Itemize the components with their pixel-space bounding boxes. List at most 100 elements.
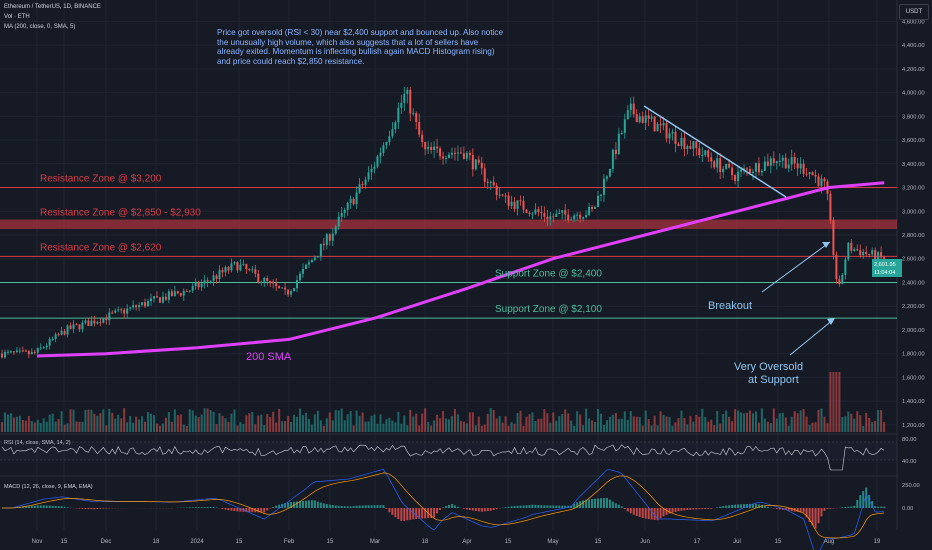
volume-bar-199 — [594, 422, 597, 432]
rsi-label: RSI (14, close, SMA, 14, 2) — [4, 440, 71, 446]
candle-body-114 — [340, 212, 343, 217]
volume-bar-184 — [549, 422, 552, 432]
breakout-arrow — [761, 241, 831, 293]
volume-bar-221 — [659, 411, 662, 432]
zone-label-2: Resistance Zone @ $2,620 — [40, 242, 162, 253]
candle-body-278 — [829, 193, 832, 221]
macd-hist-291 — [868, 494, 871, 508]
volume-bar-95 — [284, 421, 287, 432]
macd-hist-31 — [93, 508, 96, 510]
candle-body-49 — [147, 301, 150, 307]
macd-hist-95 — [284, 503, 287, 508]
volume-bar-257 — [766, 421, 769, 432]
volume-bar-43 — [129, 415, 132, 432]
currency-badge[interactable]: USDT — [899, 4, 929, 20]
candle-body-193 — [576, 214, 579, 216]
macd-hist-189 — [564, 505, 567, 508]
macd-hist-123 — [367, 505, 370, 508]
volume-bar-88 — [263, 425, 266, 432]
candle-body-34 — [102, 317, 105, 323]
volume-bar-217 — [647, 419, 650, 432]
volume-bar-146 — [436, 414, 439, 432]
macd-hist-97 — [290, 502, 293, 508]
candle-body-25 — [75, 324, 78, 326]
volume-bar-27 — [81, 421, 84, 432]
macd-hist-184 — [549, 505, 552, 508]
macd-hist-173 — [516, 505, 519, 508]
volume-bar-205 — [611, 414, 614, 432]
volume-bar-148 — [442, 410, 445, 432]
macd-hist-27 — [81, 508, 84, 509]
macd-hist-240 — [716, 507, 719, 508]
macd-hist-226 — [674, 508, 677, 512]
macd-hist-244 — [728, 505, 731, 508]
volume-bar-39 — [117, 414, 120, 432]
volume-bar-68 — [203, 408, 206, 432]
volume-bar-277 — [826, 423, 829, 432]
volume-bar-246 — [734, 409, 737, 432]
candle-body-257 — [766, 161, 769, 166]
macd-hist-235 — [701, 508, 704, 510]
candle-body-60 — [179, 293, 182, 296]
candle-body-222 — [662, 123, 665, 126]
macd-hist-70 — [209, 507, 212, 508]
macd-hist-144 — [430, 508, 433, 519]
candle-body-253 — [754, 163, 757, 172]
volume-bar-112 — [334, 410, 337, 432]
candle-body-159 — [474, 159, 477, 170]
y-tick-4: 3,800.00 — [902, 114, 925, 120]
macd-hist-87 — [260, 508, 263, 513]
macd-hist-113 — [337, 505, 340, 508]
volume-bar-266 — [793, 411, 796, 432]
candle-body-115 — [343, 209, 346, 213]
volume-bar-234 — [698, 416, 701, 432]
candle-body-22 — [66, 325, 69, 335]
candle-body-100 — [299, 273, 301, 281]
candle-body-91 — [272, 281, 275, 284]
macd-hist-115 — [343, 506, 346, 508]
macd-hist-11 — [33, 505, 36, 508]
volume-bar-1 — [3, 412, 6, 432]
volume-bar-196 — [585, 408, 588, 432]
candle-body-86 — [257, 273, 260, 283]
volume-bar-18 — [54, 421, 57, 432]
candle-body-244 — [728, 163, 731, 168]
volume-bar-3 — [9, 413, 12, 432]
candle-body-186 — [555, 213, 558, 217]
macd-hist-79 — [236, 508, 239, 512]
macd-hist-289 — [862, 490, 865, 508]
volume-bar-290 — [865, 413, 868, 432]
candle-body-295 — [880, 252, 883, 258]
volume-bar-248 — [740, 412, 743, 432]
volume-bar-215 — [641, 425, 644, 432]
rsi-line — [1, 444, 885, 471]
candle-body-102 — [304, 264, 307, 269]
candle-body-233 — [695, 141, 698, 149]
macd-hist-112 — [334, 505, 337, 508]
macd-hist-277 — [826, 508, 829, 509]
candle-body-254 — [757, 163, 760, 173]
candle-body-68 — [203, 280, 206, 284]
macd-hist-199 — [594, 498, 597, 508]
candle-body-239 — [713, 161, 716, 168]
macd-hist-214 — [638, 508, 641, 518]
volume-bar-53 — [158, 425, 161, 432]
volume-bar-52 — [155, 423, 158, 432]
candle-body-88 — [263, 278, 266, 282]
candle-body-53 — [158, 297, 161, 303]
macd-hist-62 — [185, 507, 188, 508]
candle-body-89 — [266, 278, 269, 282]
volume-bar-62 — [185, 425, 188, 432]
volume-bar-116 — [346, 414, 349, 432]
candle-body-167 — [498, 194, 501, 196]
volume-bar-126 — [376, 423, 379, 432]
volume-bar-211 — [629, 411, 632, 432]
volume-bar-22 — [66, 423, 69, 432]
volume-bar-226 — [674, 422, 677, 432]
macd-hist-206 — [614, 503, 617, 508]
price-badge: 2,601.95 11:04:04 — [872, 259, 902, 277]
volume-bar-139 — [415, 413, 418, 432]
candle-body-241 — [719, 158, 722, 173]
macd-hist-165 — [492, 508, 495, 511]
